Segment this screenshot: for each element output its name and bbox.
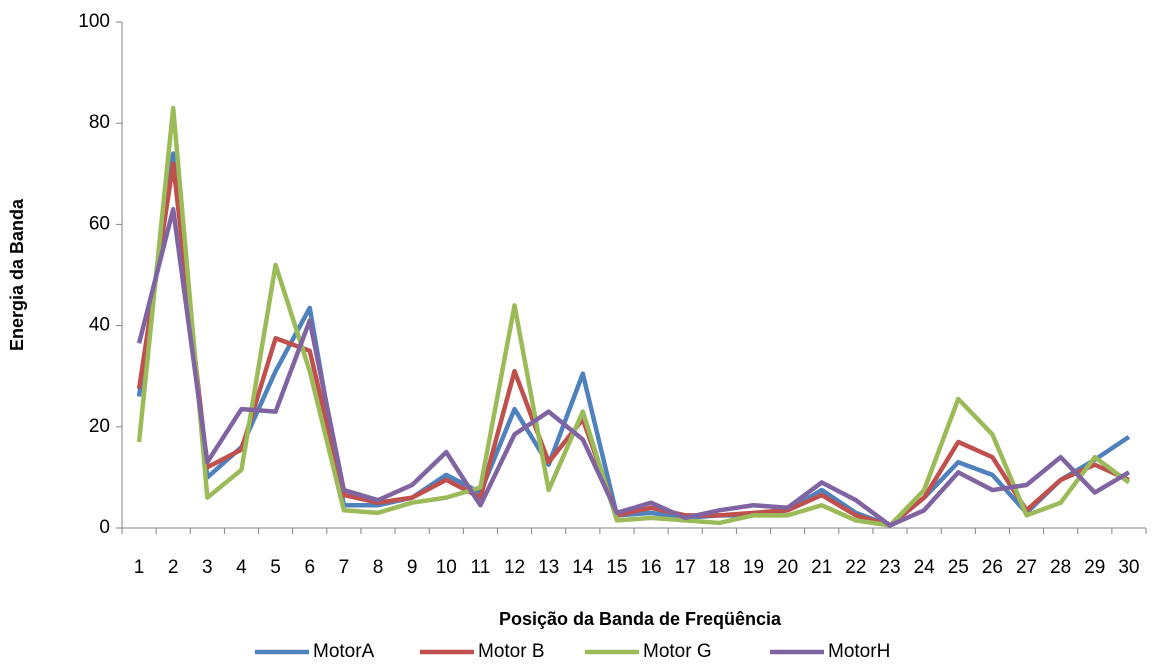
y-tick-label: 20 bbox=[89, 416, 110, 437]
x-tick-label: 22 bbox=[845, 557, 866, 578]
y-axis-title: Energia da Banda bbox=[7, 198, 27, 351]
x-tick-label: 26 bbox=[982, 557, 1003, 578]
x-tick-label: 21 bbox=[811, 557, 832, 578]
x-tick-label: 10 bbox=[436, 557, 457, 578]
x-tick-label: 24 bbox=[914, 557, 936, 578]
x-tick-label: 17 bbox=[675, 557, 696, 578]
y-tick-label: 80 bbox=[89, 112, 110, 133]
legend-label: Motor G bbox=[643, 641, 712, 662]
series-line bbox=[136, 105, 1131, 528]
x-tick-label: 14 bbox=[572, 557, 594, 578]
series-line bbox=[136, 206, 1131, 528]
y-tick-label: 0 bbox=[99, 517, 110, 538]
x-tick-label: 12 bbox=[504, 557, 525, 578]
x-tick-label: 27 bbox=[1016, 557, 1037, 578]
x-tick-label: 6 bbox=[304, 557, 315, 578]
x-tick-label: 7 bbox=[339, 557, 350, 578]
x-tick-label: 4 bbox=[236, 557, 247, 578]
x-tick-label: 28 bbox=[1050, 557, 1071, 578]
x-axis-title: Posição da Banda de Freqüência bbox=[499, 609, 782, 629]
legend-label: MotorA bbox=[313, 641, 375, 662]
x-tick-label: 15 bbox=[606, 557, 627, 578]
legend-label: MotorH bbox=[828, 641, 890, 662]
x-tick-label: 30 bbox=[1118, 557, 1139, 578]
legend-label: Motor B bbox=[478, 641, 545, 662]
x-tick-label: 1 bbox=[134, 557, 145, 578]
x-tick-label: 3 bbox=[202, 557, 213, 578]
x-tick-label: 16 bbox=[640, 557, 661, 578]
x-tick-label: 20 bbox=[777, 557, 798, 578]
x-tick-label: 18 bbox=[709, 557, 730, 578]
x-tick-label: 11 bbox=[471, 557, 491, 578]
x-tick-label: 29 bbox=[1084, 557, 1105, 578]
y-tick-label: 100 bbox=[78, 11, 110, 32]
x-tick-label: 9 bbox=[407, 557, 418, 578]
y-tick-label: 40 bbox=[89, 315, 110, 336]
x-tick-label: 5 bbox=[270, 557, 281, 578]
x-tick-label: 13 bbox=[538, 557, 559, 578]
x-tick-label: 8 bbox=[373, 557, 384, 578]
y-tick-label: 60 bbox=[89, 213, 110, 234]
x-tick-label: 23 bbox=[879, 557, 900, 578]
x-tick-label: 2 bbox=[168, 557, 179, 578]
series-line bbox=[136, 151, 1131, 528]
x-tick-label: 19 bbox=[743, 557, 764, 578]
x-tick-label: 25 bbox=[948, 557, 969, 578]
